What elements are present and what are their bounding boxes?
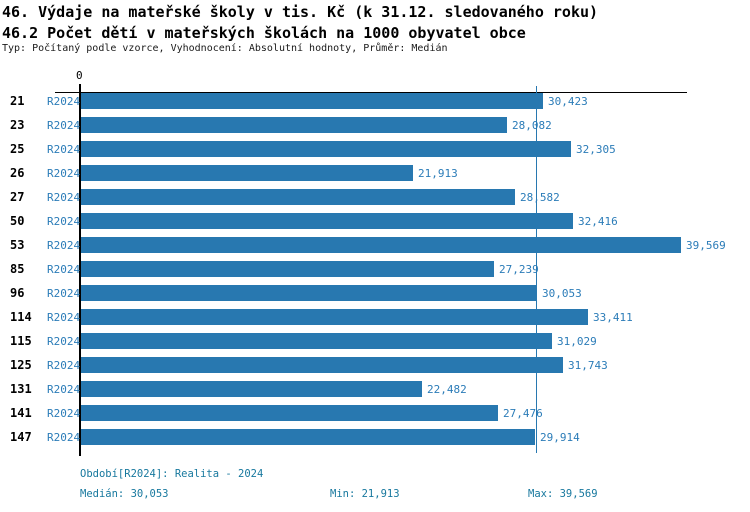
top-axis-line [55,92,687,93]
row-category-label: 115 [10,334,32,348]
chart-row: 141 R2024 27,476 [0,405,750,429]
bar [81,285,537,301]
chart-title-line1: 46. Výdaje na mateřské školy v tis. Kč (… [2,3,599,21]
row-series-label: R2024 [47,431,81,444]
bar-value-label: 28,082 [512,119,552,132]
chart-row: 147 R2024 29,914 [0,429,750,453]
footer-period-label: Období[R2024]: Realita - 2024 [80,468,264,480]
row-series-label: R2024 [47,407,81,420]
row-series-label: R2024 [47,239,81,252]
chart-row: 131 R2024 22,482 [0,381,750,405]
row-category-label: 23 [10,118,25,132]
chart-row: 50 R2024 32,416 [0,213,750,237]
row-category-label: 27 [10,190,25,204]
median-reference-line [536,86,537,453]
chart-row: 125 R2024 31,743 [0,357,750,381]
row-category-label: 125 [10,358,32,372]
bar [81,237,681,253]
bar-value-label: 33,411 [593,311,633,324]
zero-tick-label: 0 [76,69,83,82]
chart-row: 53 R2024 39,569 [0,237,750,261]
chart-row: 23 R2024 28,082 [0,117,750,141]
footer-max-stat: Max: 39,569 [528,488,598,500]
row-category-label: 26 [10,166,25,180]
bar-value-label: 39,569 [686,239,726,252]
row-category-label: 21 [10,94,25,108]
row-series-label: R2024 [47,95,81,108]
bar-value-label: 31,029 [557,335,597,348]
bar-value-label: 30,423 [548,95,588,108]
chart-row: 96 R2024 30,053 [0,285,750,309]
row-series-label: R2024 [47,167,81,180]
row-series-label: R2024 [47,335,81,348]
chart-rows: 21 R2024 30,423 23 R2024 28,082 25 R2024 32,305 2… [0,93,750,453]
row-series-label: R2024 [47,191,81,204]
chart-row: 114 R2024 33,411 [0,309,750,333]
row-category-label: 85 [10,262,25,276]
bar-value-label: 31,743 [568,359,608,372]
bar [81,357,563,373]
chart-subtitle: Typ: Počítaný podle vzorce, Vyhodnocení:… [2,43,448,54]
bar-value-label: 30,053 [542,287,582,300]
bar [81,405,498,421]
bar-value-label: 29,914 [540,431,580,444]
row-category-label: 141 [10,406,32,420]
row-series-label: R2024 [47,119,81,132]
row-series-label: R2024 [47,263,81,276]
bar-value-label: 21,913 [418,167,458,180]
bar-value-label: 28,582 [520,191,560,204]
bar [81,189,515,205]
bar [81,309,588,325]
row-series-label: R2024 [47,383,81,396]
zero-tick-mark [79,84,81,98]
bar [81,93,543,109]
row-series-label: R2024 [47,359,81,372]
bar-value-label: 27,239 [499,263,539,276]
row-category-label: 131 [10,382,32,396]
chart-row: 26 R2024 21,913 [0,165,750,189]
bar [81,165,413,181]
bar [81,213,573,229]
bar-value-label: 22,482 [427,383,467,396]
row-series-label: R2024 [47,287,81,300]
chart-row: 25 R2024 32,305 [0,141,750,165]
bar [81,141,571,157]
vertical-axis-line [79,92,81,456]
bar [81,261,494,277]
bar [81,381,422,397]
chart-title-line2: 46.2 Počet dětí v mateřských školách na … [2,24,526,42]
row-category-label: 50 [10,214,25,228]
row-category-label: 147 [10,430,32,444]
row-category-label: 53 [10,238,25,252]
row-series-label: R2024 [47,215,81,228]
row-category-label: 96 [10,286,25,300]
chart-row: 27 R2024 28,582 [0,189,750,213]
row-category-label: 25 [10,142,25,156]
row-series-label: R2024 [47,143,81,156]
chart-row: 21 R2024 30,423 [0,93,750,117]
row-category-label: 114 [10,310,32,324]
bar [81,429,535,445]
chart-row: 85 R2024 27,239 [0,261,750,285]
row-series-label: R2024 [47,311,81,324]
bar-value-label: 27,476 [503,407,543,420]
footer-median-stat: Medián: 30,053 [80,488,169,500]
bar [81,117,507,133]
bar-value-label: 32,305 [576,143,616,156]
bar-value-label: 32,416 [578,215,618,228]
bar [81,333,552,349]
chart-row: 115 R2024 31,029 [0,333,750,357]
footer-min-stat: Min: 21,913 [330,488,400,500]
